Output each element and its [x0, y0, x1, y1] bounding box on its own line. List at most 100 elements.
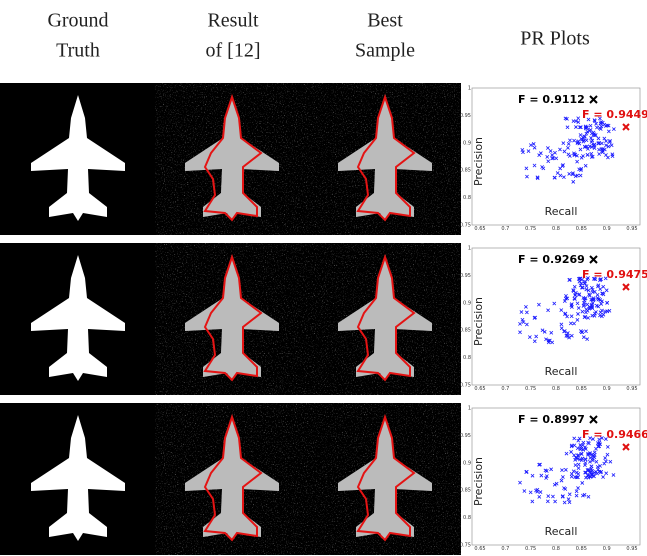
scatter-point [588, 459, 592, 464]
scatter-point [576, 438, 581, 443]
y-tick-label: 0.9 [463, 460, 471, 466]
f-baseline: F = 0.9269 [518, 253, 585, 266]
baseline-marker [589, 255, 598, 264]
scatter-point [589, 155, 594, 159]
scatter-point [576, 116, 581, 121]
scatter-point [583, 163, 588, 168]
scatter-point [598, 464, 602, 468]
scatter-point [518, 330, 522, 335]
baseline-marker [589, 95, 598, 104]
scatter-point [580, 309, 585, 314]
row: 0.65 0.7 0.75 0.8 0.85 0.9 0.95 0.75 0.8 0.85 0.9 0… [0, 403, 647, 555]
scatter-point [586, 494, 591, 499]
scatter-point [596, 141, 601, 146]
scatter-point [603, 276, 608, 281]
scatter-point [545, 155, 550, 159]
scatter-point [596, 136, 601, 141]
scatter-point [545, 499, 550, 504]
row: 0.65 0.7 0.75 0.8 0.85 0.9 0.95 0.75 0.8 0.85 0.9 0… [0, 83, 647, 235]
scatter-point [585, 129, 590, 134]
scatter-point [524, 166, 529, 171]
scatter-point [584, 307, 589, 312]
scatter-point [605, 300, 609, 305]
scatter-point [592, 276, 597, 281]
scatter-point [583, 461, 588, 465]
scatter-point [554, 481, 559, 486]
scatter-point [559, 322, 564, 327]
scatter-point [592, 455, 597, 460]
y-tick-label: 0.75 [460, 223, 471, 229]
scatter-point [555, 171, 560, 175]
scatter-point [581, 448, 586, 452]
x-tick-label: 0.95 [626, 546, 637, 552]
scatter-point [549, 330, 554, 335]
scatter-point [533, 315, 538, 320]
scatter-point [584, 329, 588, 334]
y-tick-label: 0.95 [460, 273, 471, 279]
scatter-point [579, 285, 584, 290]
scatter-point [576, 306, 581, 310]
scatter-point [572, 284, 577, 289]
scatter-point [579, 446, 584, 451]
scatter-point [580, 481, 585, 485]
scatter-point [602, 136, 607, 141]
scatter-point [599, 120, 604, 124]
y-tick-label: 0.95 [460, 113, 471, 119]
scatter-point [538, 462, 542, 467]
scatter-point [583, 314, 588, 319]
baseline-marker [589, 415, 598, 424]
scatter-point [580, 137, 584, 142]
scatter-point [574, 470, 579, 475]
scatter-point [562, 149, 567, 154]
scatter-point [528, 143, 533, 148]
scatter-point [564, 293, 568, 298]
scatter-point [586, 316, 590, 320]
scatter-point [569, 444, 574, 449]
scatter-point [544, 476, 549, 480]
x-tick-label: 0.75 [525, 386, 536, 392]
scatter-point [594, 469, 598, 474]
x-tick-label: 0.65 [474, 386, 485, 392]
plot-frame [471, 247, 641, 386]
scatter-point [586, 452, 590, 457]
scatter-point [572, 138, 576, 143]
scatter-point [535, 175, 540, 180]
scatter-point [565, 125, 570, 130]
scatter-point [528, 490, 533, 495]
scatter-point [560, 494, 565, 499]
scatter-point [563, 487, 568, 491]
scatter-point [598, 278, 602, 283]
scatter-point [604, 471, 609, 476]
scatter-point [609, 143, 614, 148]
y-tick-label: 0.85 [460, 488, 471, 494]
scatter-point [567, 492, 572, 497]
scatter-point [550, 156, 555, 161]
scatter-point [588, 475, 593, 479]
scatter-point [571, 469, 576, 474]
scatter-point [599, 124, 604, 129]
scatter-point [587, 144, 592, 149]
scatter-point [597, 147, 601, 152]
scatter-point [587, 128, 592, 133]
x-tick-label: 0.9 [603, 226, 611, 232]
scatter-point [539, 473, 544, 478]
best-marker [622, 443, 630, 451]
scatter-point [522, 489, 527, 493]
scatter-point [566, 141, 571, 146]
scatter-point [572, 453, 577, 458]
scatter-point [575, 159, 580, 164]
scatter-point [518, 480, 522, 485]
scatter-point [593, 133, 598, 137]
scatter-point [575, 318, 580, 322]
scatter-point [576, 120, 581, 125]
scatter-point [585, 337, 590, 342]
y-tick-label: 0.95 [460, 433, 471, 439]
x-axis-label: Recall [545, 205, 578, 218]
scatter-point [586, 440, 590, 445]
scatter-point [577, 436, 582, 441]
column-header: Ground [47, 10, 108, 32]
y-tick-label: 1 [468, 246, 471, 252]
scatter-point [563, 467, 568, 472]
scatter-point [535, 176, 540, 181]
scatter-point [559, 478, 564, 483]
